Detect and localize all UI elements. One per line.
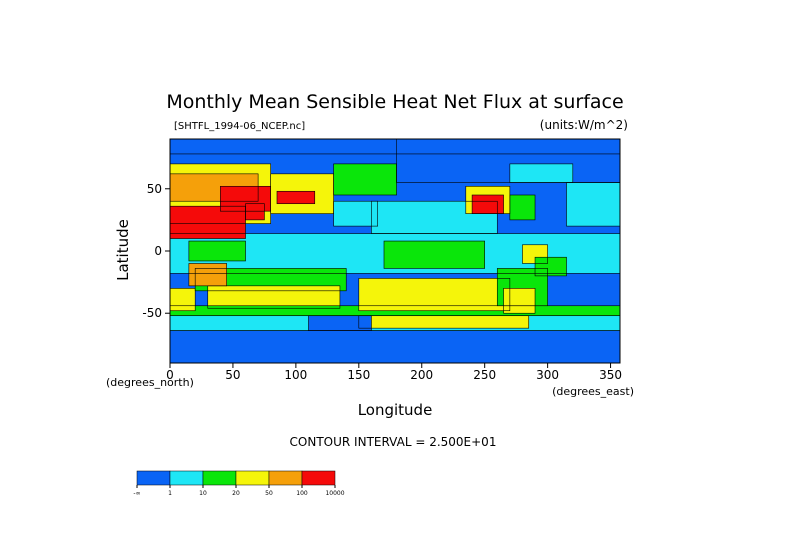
colorbar: -∞ 1 10 20 50 100 10000 [133, 470, 345, 497]
heatmap-region [188, 263, 227, 286]
x-tick-label: 200 [410, 368, 433, 382]
colorbar-swatch [301, 470, 336, 486]
heatmap-region [170, 288, 196, 311]
heatmap-region [333, 201, 378, 227]
chart-title: Monthly Mean Sensible Heat Net Flux at s… [166, 91, 623, 113]
contour-line [358, 278, 511, 312]
contour-line [503, 288, 536, 314]
heatmap-region [276, 191, 315, 204]
contour-interval-label: CONTOUR INTERVAL = 2.500E+01 [290, 435, 497, 449]
heatmap-region [195, 268, 347, 291]
heatmap-region [503, 288, 536, 314]
contour-line [496, 268, 548, 307]
contour-line [194, 268, 347, 292]
y-axis-title: Latitude [114, 219, 132, 281]
heatmap-region [333, 163, 397, 195]
heatmap-field [170, 139, 620, 363]
contour-line [308, 315, 372, 331]
heatmap-region [509, 195, 536, 220]
colorbar-label: -∞ [133, 490, 140, 497]
x-tick-label: 350 [599, 368, 622, 382]
contour-line [509, 194, 536, 221]
heatmap-region [472, 195, 504, 214]
file-label: [SHTFL_1994-06_NCEP.nc] [174, 121, 305, 132]
colorbar-label: 50 [265, 490, 273, 497]
heatmap-region [509, 163, 573, 183]
heatmap-region [170, 330, 620, 363]
colorbar-label: 1 [168, 490, 172, 497]
heatmap-region [170, 206, 246, 239]
heatmap-region [188, 241, 246, 261]
contour-line [276, 190, 316, 205]
contour-line [383, 240, 485, 269]
colorbar-swatch [235, 470, 270, 486]
contour-line [471, 194, 504, 214]
y-tick-label: -50 [142, 306, 162, 320]
contour-line [245, 203, 265, 221]
contour-line [188, 263, 227, 287]
heatmap-region [358, 315, 529, 329]
heatmap-region [170, 139, 620, 154]
x-tick-label: 0 [166, 368, 174, 382]
colorbar-label: 10000 [325, 490, 344, 497]
colorbar-swatch [268, 470, 303, 486]
colorbar-label: 10 [199, 490, 207, 497]
contour-line [333, 200, 378, 227]
contour-line [188, 240, 246, 262]
x-axis-ticks: 0 50 100 150 200 250 300 350 [166, 363, 622, 382]
heatmap-region [245, 203, 265, 220]
x-tick-label: 250 [473, 368, 496, 382]
x-tick-label: 300 [536, 368, 559, 382]
heatmap-region [358, 278, 510, 311]
y-unit-label: (degrees_north) [106, 376, 194, 389]
contour-line [207, 285, 341, 309]
heatmap-region [207, 285, 340, 309]
colorbar-label: 20 [232, 490, 240, 497]
x-unit-label: (degrees_east) [552, 385, 634, 398]
heatmap-region [383, 241, 485, 269]
y-tick-label: 50 [147, 182, 162, 196]
contour-line [509, 163, 574, 183]
heatmap-region [535, 257, 567, 276]
colorbar-label: 100 [296, 490, 308, 497]
x-tick-label: 50 [225, 368, 240, 382]
units-label: (units:W/m^2) [540, 118, 628, 132]
contour-line [371, 200, 498, 234]
y-tick-label: 0 [154, 244, 162, 258]
heatmap-region [566, 182, 620, 227]
colorbar-swatch [202, 470, 237, 486]
colorbar-swatch [169, 470, 204, 486]
y-axis-ticks: 50 0 -50 [142, 182, 170, 320]
x-axis-title: Longitude [358, 401, 433, 419]
colorbar-swatch [136, 470, 171, 486]
x-tick-label: 150 [347, 368, 370, 382]
contour-line [534, 256, 567, 277]
heatmap-region [308, 315, 372, 331]
contour-line [358, 315, 530, 329]
x-tick-label: 100 [284, 368, 307, 382]
